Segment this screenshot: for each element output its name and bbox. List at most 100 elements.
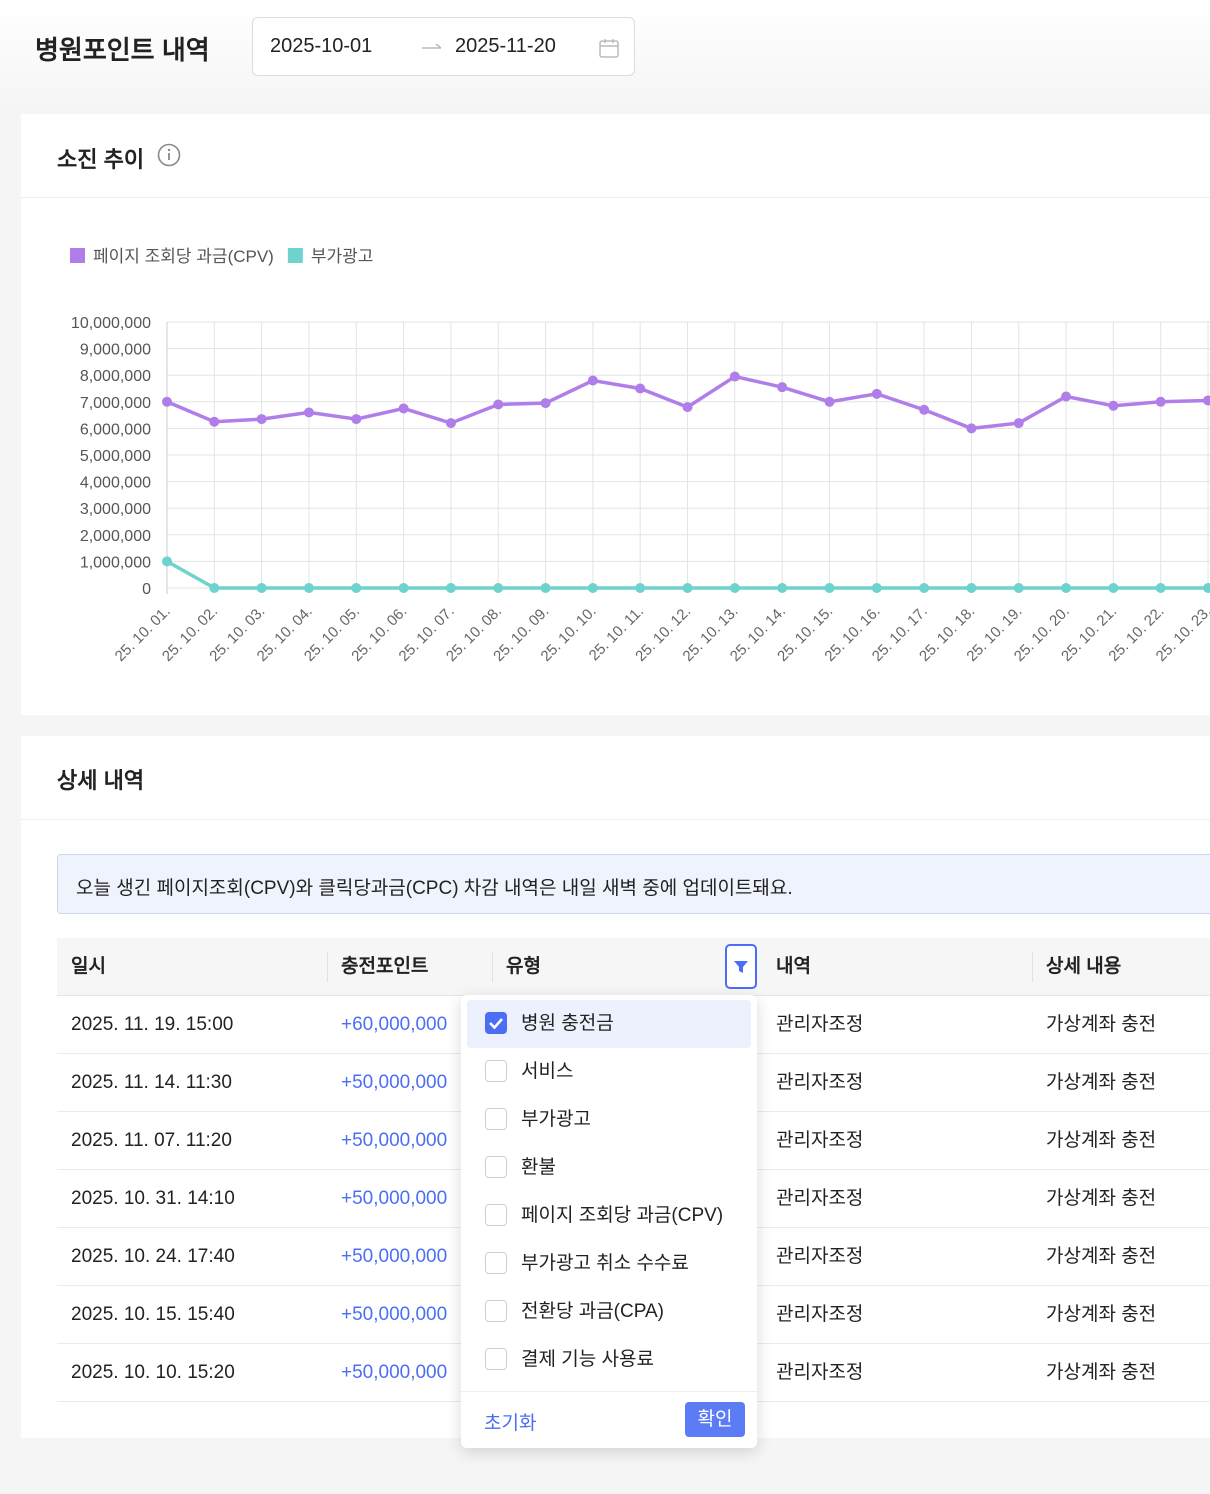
point <box>1013 418 1024 429</box>
point <box>966 583 977 593</box>
point <box>398 583 409 593</box>
option-label[interactable]: 부가광고 <box>521 1109 591 1130</box>
table-cell: 2025. 10. 15. 15:40 <box>71 1304 235 1325</box>
point <box>919 583 930 593</box>
column-separator <box>327 952 328 982</box>
point <box>729 371 740 382</box>
column-header: 상세 내용 <box>1046 956 1122 977</box>
y-tick-label: 9,000,000 <box>80 342 151 359</box>
table-cell: 관리자조정 <box>776 1072 864 1093</box>
point <box>256 583 267 593</box>
notice: 오늘 생긴 페이지조회(CPV)와 클릭당과금(CPC) 차감 내역은 내일 새… <box>57 854 1210 914</box>
point <box>162 556 172 567</box>
checkbox[interactable] <box>485 1252 507 1274</box>
table-cell: 관리자조정 <box>776 1246 864 1267</box>
table-cell: 가상계좌 충전 <box>1046 1014 1157 1035</box>
checkbox[interactable] <box>485 1060 507 1082</box>
date-range[interactable]: 2025-10-01 2025-11-20 <box>252 17 635 76</box>
table-cell: +50,000,000 <box>341 1072 448 1093</box>
reset-button[interactable]: 초기화 <box>484 1413 537 1434</box>
point <box>729 583 740 593</box>
table-cell: 가상계좌 충전 <box>1046 1188 1157 1209</box>
table-cell: 가상계좌 충전 <box>1046 1362 1157 1383</box>
option-label[interactable]: 전환당 과금(CPA) <box>521 1301 664 1322</box>
checkbox[interactable] <box>485 1108 507 1130</box>
checkbox[interactable] <box>485 1204 507 1226</box>
y-tick-label: 6,000,000 <box>80 421 151 438</box>
divider <box>21 197 1210 198</box>
point <box>209 416 220 427</box>
point <box>824 396 835 407</box>
point <box>493 399 504 410</box>
checkbox[interactable] <box>485 1348 507 1370</box>
y-tick-label: 5,000,000 <box>80 448 151 465</box>
point <box>966 423 977 434</box>
y-tick-label: 1,000,000 <box>80 554 151 571</box>
point <box>445 418 456 429</box>
option-label[interactable]: 환불 <box>521 1157 556 1178</box>
option-label[interactable]: 서비스 <box>521 1061 574 1082</box>
option-label[interactable]: 페이지 조회당 과금(CPV) <box>521 1205 724 1226</box>
option-label[interactable]: 병원 충전금 <box>521 1013 614 1034</box>
legend-swatch <box>287 248 303 263</box>
point <box>209 583 220 593</box>
calendar-icon[interactable] <box>598 37 620 59</box>
point <box>919 404 930 415</box>
point <box>777 583 788 593</box>
point <box>1013 583 1024 593</box>
table-cell: +50,000,000 <box>341 1304 448 1325</box>
end-date[interactable]: 2025-11-20 <box>455 35 556 57</box>
table-cell: 2025. 10. 10. 15:20 <box>71 1362 235 1383</box>
checkbox[interactable] <box>485 1012 507 1034</box>
chart-card: 소진 추이 0 1,000,000 2,000,000 3,000,000 4,000,… <box>21 114 1210 715</box>
table-cell: 2025. 11. 19. 15:00 <box>71 1014 234 1035</box>
chart: 0 1,000,000 2,000,000 3,000,000 4,000,000 5,0… <box>70 247 1210 665</box>
table-header <box>57 938 1210 996</box>
table-cell: 가상계좌 충전 <box>1046 1304 1157 1325</box>
column-separator <box>1032 952 1033 982</box>
point <box>1061 391 1072 402</box>
option-label[interactable]: 부가광고 취소 수수료 <box>521 1253 689 1274</box>
column-header: 충전포인트 <box>341 956 429 977</box>
confirm-button[interactable]: 확인 <box>685 1402 745 1437</box>
table-cell: 관리자조정 <box>776 1304 864 1325</box>
point <box>256 414 267 425</box>
point <box>351 583 362 593</box>
point <box>635 383 646 394</box>
notice-text: 오늘 생긴 페이지조회(CPV)와 클릭당과금(CPC) 차감 내역은 내일 새… <box>76 878 793 899</box>
point <box>1108 400 1119 411</box>
point <box>540 583 551 593</box>
point <box>587 583 598 593</box>
table-cell: +50,000,000 <box>341 1188 448 1209</box>
point <box>1203 583 1210 593</box>
table-cell: +60,000,000 <box>341 1014 448 1035</box>
y-tick-label: 4,000,000 <box>80 475 151 492</box>
point <box>540 398 551 409</box>
checkbox[interactable] <box>485 1300 507 1322</box>
info-icon[interactable] <box>157 143 181 167</box>
point <box>1155 583 1166 593</box>
table-cell: 가상계좌 충전 <box>1046 1130 1157 1151</box>
checkbox[interactable] <box>485 1156 507 1178</box>
start-date[interactable]: 2025-10-01 <box>270 35 373 57</box>
column-header: 일시 <box>71 956 106 977</box>
option-label[interactable]: 결제 기능 사용료 <box>521 1349 654 1370</box>
point <box>162 396 172 407</box>
point <box>682 583 693 593</box>
arrow-icon <box>422 43 442 49</box>
table-cell: +50,000,000 <box>341 1362 448 1383</box>
table-cell: 관리자조정 <box>776 1362 864 1383</box>
table-cell: 관리자조정 <box>776 1014 864 1035</box>
point <box>587 375 598 386</box>
point <box>445 583 456 593</box>
point <box>303 583 314 593</box>
table-cell: 관리자조정 <box>776 1188 864 1209</box>
option-highlight <box>467 1000 751 1048</box>
point <box>1061 583 1072 593</box>
legend-label: 부가광고 <box>311 247 374 266</box>
filter-button[interactable] <box>725 944 757 989</box>
table-cell: 2025. 11. 07. 11:20 <box>71 1130 232 1151</box>
point <box>1203 395 1210 406</box>
